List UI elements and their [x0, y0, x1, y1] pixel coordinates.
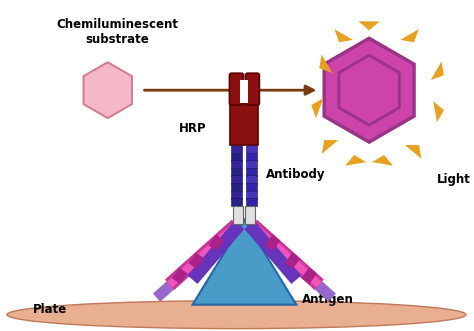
- Bar: [240, 80, 248, 103]
- Text: Light: Light: [437, 173, 471, 186]
- Polygon shape: [335, 29, 353, 42]
- Bar: [231, 160, 242, 168]
- Ellipse shape: [7, 301, 466, 329]
- Bar: [246, 153, 257, 161]
- Polygon shape: [322, 140, 338, 154]
- Bar: [231, 175, 242, 184]
- Bar: [246, 198, 257, 207]
- Bar: [246, 168, 257, 176]
- Polygon shape: [358, 21, 380, 30]
- Bar: [234, 206, 244, 224]
- Polygon shape: [372, 155, 393, 166]
- Bar: [246, 160, 257, 168]
- Polygon shape: [301, 267, 317, 284]
- Text: Antigen: Antigen: [302, 293, 354, 306]
- Polygon shape: [248, 220, 324, 290]
- Polygon shape: [83, 62, 132, 118]
- Polygon shape: [400, 29, 419, 42]
- Polygon shape: [319, 55, 332, 73]
- Polygon shape: [324, 38, 414, 142]
- Polygon shape: [345, 155, 366, 166]
- Polygon shape: [264, 235, 280, 251]
- FancyBboxPatch shape: [246, 73, 259, 105]
- Bar: [230, 100, 258, 145]
- Polygon shape: [405, 145, 421, 159]
- Polygon shape: [431, 62, 444, 80]
- Polygon shape: [189, 253, 204, 269]
- Polygon shape: [165, 220, 241, 290]
- Polygon shape: [311, 98, 323, 118]
- Polygon shape: [209, 235, 224, 251]
- Text: Antibody: Antibody: [266, 168, 326, 181]
- Bar: [246, 191, 257, 199]
- Bar: [231, 198, 242, 207]
- Bar: [231, 183, 242, 191]
- FancyBboxPatch shape: [229, 73, 244, 105]
- Text: HRP: HRP: [179, 121, 207, 135]
- Polygon shape: [192, 220, 296, 305]
- Polygon shape: [433, 101, 444, 122]
- Bar: [231, 145, 242, 153]
- Text: Plate: Plate: [33, 303, 67, 316]
- Polygon shape: [245, 221, 301, 284]
- Polygon shape: [339, 55, 400, 125]
- Polygon shape: [167, 222, 239, 288]
- Polygon shape: [284, 253, 301, 269]
- Bar: [231, 191, 242, 199]
- Bar: [231, 168, 242, 176]
- Bar: [246, 175, 257, 184]
- Bar: [246, 145, 257, 153]
- Bar: [246, 183, 257, 191]
- Polygon shape: [251, 224, 336, 302]
- Bar: [246, 206, 255, 224]
- Polygon shape: [172, 267, 188, 284]
- Polygon shape: [153, 224, 238, 302]
- Polygon shape: [250, 222, 322, 288]
- Bar: [231, 153, 242, 161]
- Polygon shape: [188, 221, 245, 284]
- Text: Chemiluminescent
substrate: Chemiluminescent substrate: [57, 18, 179, 46]
